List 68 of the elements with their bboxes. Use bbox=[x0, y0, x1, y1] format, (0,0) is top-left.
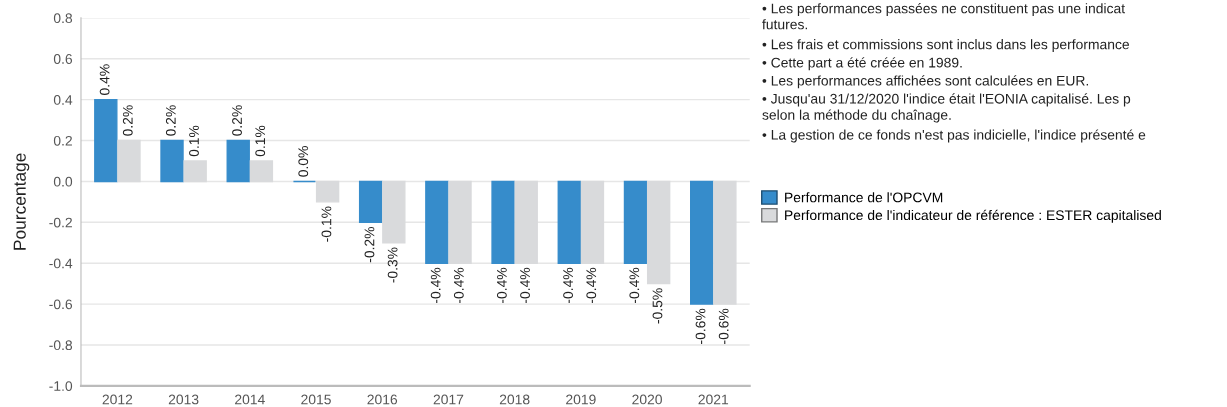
y-axis-title: Pourcentage bbox=[13, 153, 30, 250]
data-label: -0.1% bbox=[321, 206, 332, 242]
bar bbox=[94, 98, 118, 183]
y-tick-label: -0.2 bbox=[49, 217, 72, 228]
bar bbox=[315, 180, 340, 203]
text: • Les frais et commissions sont inclus dans les performance bbox=[762, 39, 1130, 53]
data-label: -0.4% bbox=[629, 267, 640, 304]
y-tick-label: 0.6 bbox=[53, 54, 73, 64]
data-label: 0.0% bbox=[298, 146, 309, 177]
y-tick-label: 0.2 bbox=[53, 135, 72, 146]
data-label: -0.4% bbox=[453, 267, 464, 304]
bar bbox=[580, 180, 605, 264]
bar bbox=[557, 180, 581, 264]
text: • Cette part a été créée en 1989. bbox=[762, 57, 962, 71]
y-tick-label: 0.4 bbox=[53, 95, 73, 105]
text: • La gestion de ce fonds n'est pas indicielle, l'indice présenté e bbox=[762, 129, 1146, 143]
x-tick-label: 2020 bbox=[632, 394, 662, 405]
data-label: -0.4% bbox=[430, 267, 441, 304]
bar bbox=[713, 180, 737, 305]
bar bbox=[160, 139, 184, 183]
data-label: -0.6% bbox=[695, 308, 706, 344]
data-label: 0.4% bbox=[99, 64, 110, 95]
x-tick-label: 2021 bbox=[698, 394, 729, 405]
data-label: -0.4% bbox=[586, 267, 597, 304]
bar bbox=[514, 180, 538, 264]
y-tick-label: -0.8 bbox=[49, 340, 73, 351]
x-tick-label: 2019 bbox=[566, 394, 596, 405]
text: • Les performances passées ne constituent pas une indicat futures. bbox=[762, 3, 1125, 30]
data-label: -0.4% bbox=[520, 267, 530, 304]
x-tick-label: 2018 bbox=[499, 394, 530, 405]
bar bbox=[382, 180, 406, 244]
y-tick-label: 0.0 bbox=[53, 176, 73, 187]
bar bbox=[183, 160, 207, 183]
legend-label: Performance de l'OPCVM bbox=[785, 192, 943, 203]
bar bbox=[689, 180, 714, 305]
data-label: 0.1% bbox=[189, 125, 199, 157]
bar bbox=[491, 180, 515, 264]
y-tick-label: 0.8 bbox=[53, 13, 73, 24]
data-label: 0.2% bbox=[232, 105, 242, 136]
y-tick-label: -1.0 bbox=[49, 381, 73, 392]
bar bbox=[448, 180, 472, 264]
text: • Les performances affichées sont calculées en EUR. bbox=[762, 75, 1089, 89]
bar bbox=[425, 180, 449, 264]
y-tick-label: -0.6 bbox=[49, 299, 73, 310]
bar bbox=[646, 180, 671, 285]
bar bbox=[623, 180, 648, 264]
data-label: 0.2% bbox=[122, 105, 133, 136]
x-tick-label: 2012 bbox=[102, 394, 133, 405]
x-tick-label: 2014 bbox=[235, 394, 265, 405]
data-label: -0.4% bbox=[563, 267, 573, 304]
legend-label: Performance de l'indicateur de référence : ESTER capitalised bbox=[785, 209, 1161, 223]
bar bbox=[226, 139, 250, 183]
bar bbox=[117, 139, 141, 183]
x-tick-label: 2017 bbox=[433, 394, 464, 405]
x-tick-label: 2013 bbox=[168, 394, 199, 405]
x-tick-label: 2016 bbox=[367, 394, 398, 405]
data-label: -0.3% bbox=[387, 247, 398, 283]
data-label: 0.1% bbox=[255, 125, 266, 157]
data-label: -0.5% bbox=[652, 288, 663, 324]
x-tick-label: 2015 bbox=[301, 394, 331, 405]
y-tick-label: -0.4 bbox=[49, 258, 73, 269]
data-label: 0.2% bbox=[165, 105, 176, 136]
data-label: -0.6% bbox=[718, 308, 729, 344]
data-label: -0.2% bbox=[364, 226, 375, 263]
bar bbox=[358, 180, 383, 224]
data-label: -0.4% bbox=[496, 267, 507, 304]
bar bbox=[249, 160, 274, 183]
text: • Jusqu'au 31/12/2020 l'indice était l'EONIA capitalisé. Les p selon la méthode du chaînage. bbox=[762, 93, 1131, 123]
